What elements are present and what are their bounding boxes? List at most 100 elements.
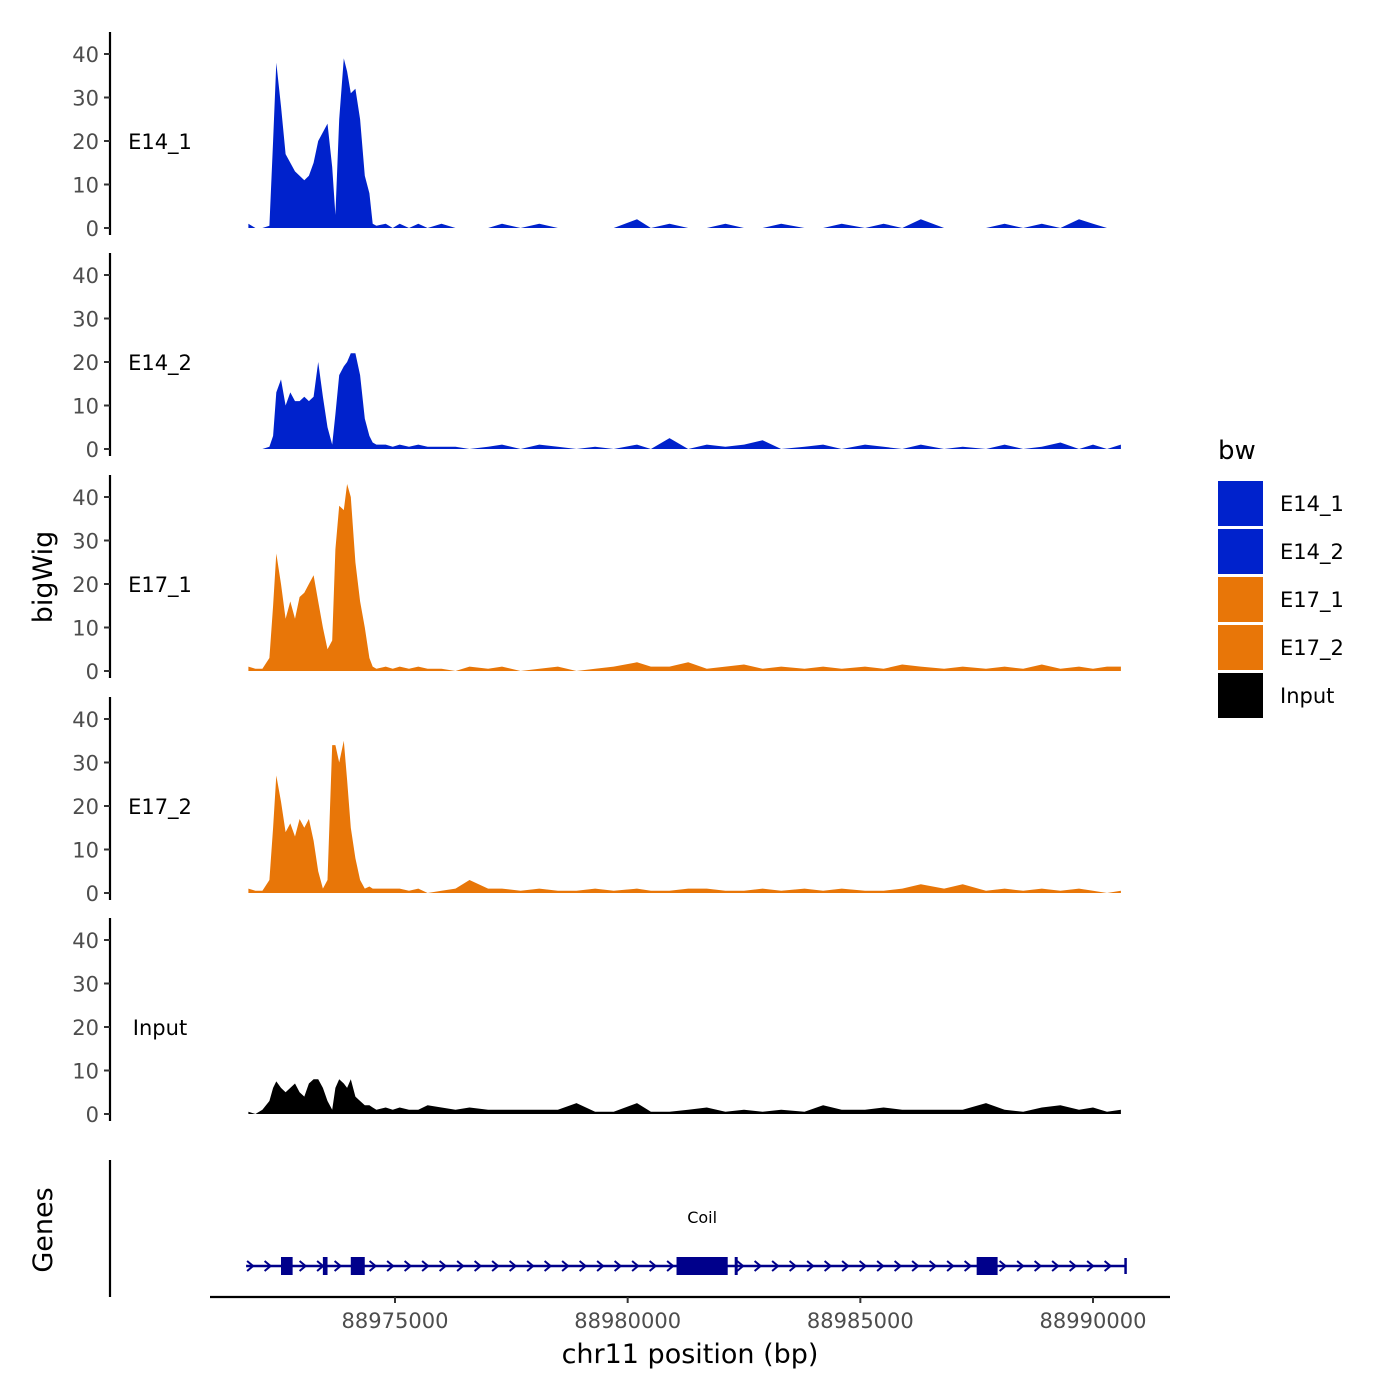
strand-arrow (928, 1260, 938, 1272)
track-panel-input: 0 10 20 30 40 Input (72, 918, 1121, 1127)
strand-arrow (1016, 1260, 1025, 1272)
legend-swatch (1218, 625, 1263, 670)
legend-swatch (1218, 577, 1263, 622)
y-tick-label: 40 (72, 929, 99, 953)
track-label: E14_1 (128, 130, 192, 155)
y-tick-label: 10 (72, 839, 99, 863)
strand-arrow (578, 1260, 588, 1272)
strand-arrow (806, 1260, 815, 1272)
x-tick-label: 88990000 (1040, 1309, 1147, 1333)
signal-area-e17-2 (248, 740, 1121, 893)
legend-label: E17_1 (1280, 588, 1344, 613)
strand-arrow (263, 1260, 273, 1272)
signal-area-e14-2 (248, 353, 1121, 449)
y-tick-label: 0 (86, 1103, 99, 1127)
gene-name-label: Coil (687, 1208, 717, 1227)
strand-arrow (998, 1260, 1008, 1272)
track-label: Input (133, 1016, 187, 1040)
y-tick-label: 40 (72, 43, 99, 67)
strand-arrow (613, 1260, 623, 1272)
x-tick-label: 88975000 (342, 1309, 449, 1333)
exon (280, 1257, 293, 1275)
y-tick-label: 40 (72, 264, 99, 288)
track-panel-e17-1: 0 10 20 30 40 E17_1 (72, 475, 1121, 684)
track-panels: 0 10 20 30 40 E14_1 0 10 20 30 40 E14_2 0 10 20 30 40 E17… (72, 32, 1121, 1127)
strand-arrow (946, 1260, 955, 1272)
strand-arrow (1086, 1260, 1095, 1272)
y-tick-label: 20 (72, 573, 99, 597)
strand-arrow (298, 1260, 308, 1272)
y-tick-label: 30 (72, 308, 99, 332)
y-tick-label: 30 (72, 87, 99, 111)
strand-arrow (456, 1260, 465, 1272)
strand-arrow (736, 1260, 745, 1272)
legend-title: bw (1218, 436, 1256, 466)
track-panel-e17-2: 0 10 20 30 40 E17_2 (72, 697, 1121, 906)
strand-arrow (841, 1260, 850, 1272)
strand-arrow (876, 1260, 885, 1272)
track-label: E14_2 (128, 351, 192, 376)
strand-arrow (1051, 1260, 1060, 1272)
strand-arrow (911, 1260, 920, 1272)
strand-arrow (403, 1260, 413, 1272)
strand-arrow (246, 1260, 255, 1272)
legend-label: E14_1 (1280, 492, 1344, 517)
strand-arrow (893, 1260, 903, 1272)
y-tick-label: 0 (86, 438, 99, 462)
gene-coil: Coil (246, 1208, 1127, 1275)
y-tick-label: 10 (72, 1060, 99, 1084)
y-tick-label: 30 (72, 752, 99, 776)
y-tick-label: 0 (86, 660, 99, 684)
signal-area-input (248, 1079, 1121, 1114)
y-tick-label: 20 (72, 130, 99, 154)
legend-entry: E14_1 (1218, 481, 1344, 526)
legend-entry: Input (1218, 673, 1334, 718)
legend-swatch (1218, 673, 1263, 718)
track-label: E17_1 (128, 573, 192, 598)
legend-entry: E17_2 (1218, 625, 1344, 670)
strand-arrow (526, 1260, 535, 1272)
x-axis: 88975000 88980000 88985000 88990000 (210, 1295, 1170, 1333)
strand-arrow (631, 1260, 640, 1272)
exon (350, 1257, 365, 1275)
gene-track: Coil (108, 1160, 1127, 1297)
y-tick-label: 10 (72, 395, 99, 419)
y-tick-label: 10 (72, 617, 99, 641)
strand-arrow (753, 1260, 763, 1272)
strand-arrow (1068, 1260, 1078, 1272)
strand-arrow (596, 1260, 605, 1272)
y-tick-label: 0 (86, 882, 99, 906)
y-tick-label: 20 (72, 351, 99, 375)
strand-arrow (1103, 1260, 1113, 1272)
y-tick-label: 20 (72, 1016, 99, 1040)
y-tick-label: 20 (72, 795, 99, 819)
strand-arrow (368, 1260, 378, 1272)
track-label: E17_2 (128, 795, 192, 820)
strand-arrow (823, 1260, 833, 1272)
strand-arrow (473, 1260, 483, 1272)
strand-arrow (543, 1260, 553, 1272)
strand-arrow (788, 1260, 798, 1272)
y-tick-label: 40 (72, 708, 99, 732)
y-tick-label: 10 (72, 174, 99, 198)
strand-arrow (561, 1260, 570, 1272)
y-tick-label: 30 (72, 973, 99, 997)
strand-arrow (666, 1260, 675, 1272)
exon (676, 1257, 728, 1275)
x-tick-label: 88985000 (807, 1309, 914, 1333)
track-panel-e14-2: 0 10 20 30 40 E14_2 (72, 253, 1121, 462)
track-panel-e14-1: 0 10 20 30 40 E14_1 (72, 32, 1121, 241)
strand-arrow (386, 1260, 395, 1272)
y-tick-label: 0 (86, 217, 99, 241)
strand-arrow (508, 1260, 518, 1272)
strand-arrow (963, 1260, 973, 1272)
legend-label: E17_2 (1280, 636, 1344, 661)
strand-arrow (858, 1260, 868, 1272)
legend-entry: E14_2 (1218, 529, 1344, 574)
strand-arrow (491, 1260, 500, 1272)
y-axis-title: bigWig (28, 531, 59, 624)
strand-arrow (421, 1260, 430, 1272)
legend-label: Input (1280, 684, 1334, 708)
signal-area-e17-1 (248, 484, 1121, 671)
